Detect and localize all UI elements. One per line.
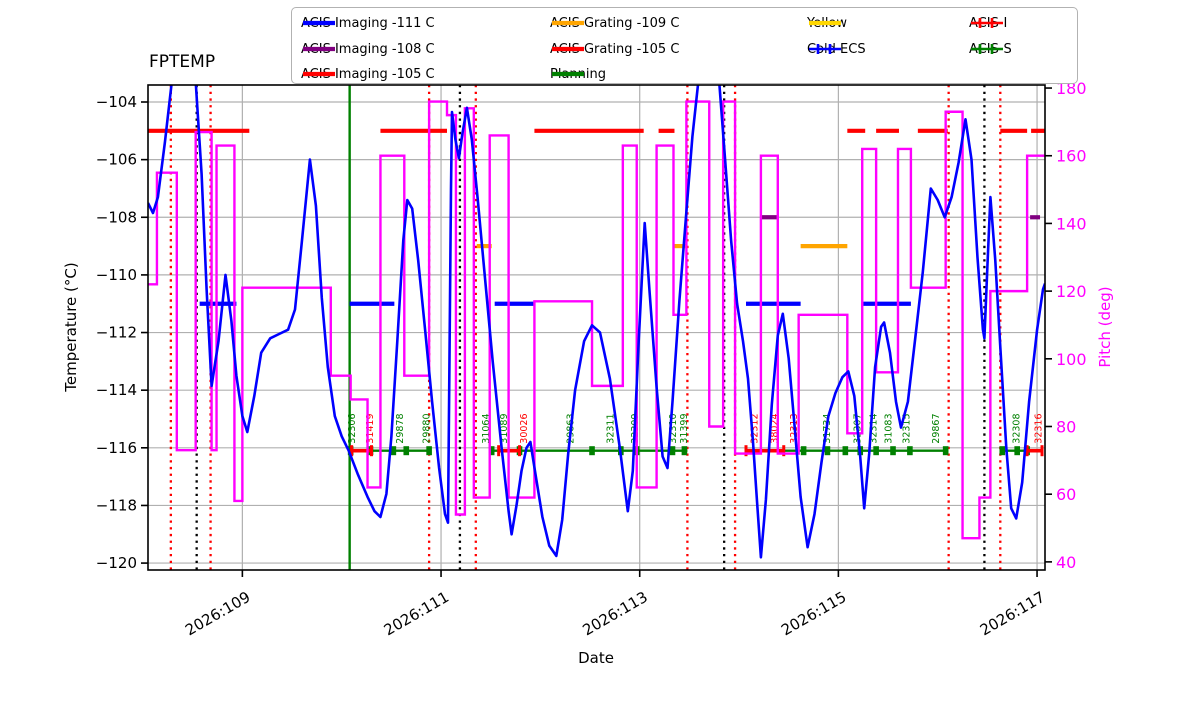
svg-text:−116: −116 xyxy=(96,439,137,457)
svg-text:−120: −120 xyxy=(96,554,137,572)
acis-s-marker xyxy=(681,446,688,456)
acis-s-marker xyxy=(907,446,913,456)
svg-text:160: 160 xyxy=(1056,147,1087,166)
acis-s-marker xyxy=(390,446,397,456)
acis-s-marker xyxy=(890,446,896,456)
legend-item-label: ACIS Grating -105 C xyxy=(550,42,680,57)
svg-text:2026:113: 2026:113 xyxy=(579,588,650,640)
acis-s-marker xyxy=(842,446,849,456)
acis-s-marker xyxy=(426,446,432,456)
legend-item-cold-ecs: Cold ECS xyxy=(807,41,866,59)
legend-item-yellow: Yellow xyxy=(807,15,847,33)
svg-text:−108: −108 xyxy=(96,208,137,226)
legend-line-sample xyxy=(971,44,1003,54)
obsid-label: 32316 xyxy=(1034,413,1045,443)
obsid-label: 31419 xyxy=(365,413,376,443)
legend-item-label: ACIS Imaging -105 C xyxy=(301,67,435,82)
legend-item-label: ACIS Imaging -111 C xyxy=(301,16,435,31)
legend-line-sample xyxy=(971,18,1003,28)
svg-text:−106: −106 xyxy=(96,151,137,169)
acis-s-marker xyxy=(589,446,595,456)
legend-item-acis-grating-105-c: ACIS Grating -105 C xyxy=(550,41,679,59)
obsid-label: 32308 xyxy=(1012,413,1023,443)
legend-line-sample xyxy=(303,20,335,26)
obsid-label: 32312 xyxy=(749,413,760,443)
acis-s-marker xyxy=(403,446,410,456)
legend-item-acis-imaging-111-c: ACIS Imaging -111 C xyxy=(301,15,435,33)
acis-s-marker xyxy=(824,446,831,456)
obsid-label: 32311 xyxy=(605,413,616,443)
svg-text:2026:115: 2026:115 xyxy=(778,588,849,640)
svg-text:80: 80 xyxy=(1056,417,1076,436)
legend-item-acis-grating-109-c: ACIS Grating -109 C xyxy=(550,15,679,33)
pitch-line xyxy=(148,100,1045,540)
acis-s-marker xyxy=(1014,446,1020,456)
svg-text:140: 140 xyxy=(1056,214,1087,233)
obsid-label: 29880 xyxy=(422,413,433,443)
obsid-label: 32306 xyxy=(347,413,358,443)
axes-frame xyxy=(147,84,1046,571)
legend-item-label: ACIS Imaging -108 C xyxy=(301,42,435,57)
legend-item-acis-s: ACIS-S xyxy=(969,41,1012,59)
svg-text:−104: −104 xyxy=(96,93,137,111)
svg-text:2026:109: 2026:109 xyxy=(182,588,253,640)
x-axis-label: Date xyxy=(578,649,614,667)
acis-s-marker xyxy=(999,446,1006,456)
obsid-label: 31064 xyxy=(481,413,492,443)
acis-s-marker xyxy=(669,446,676,456)
legend-item-acis-imaging-108-c: ACIS Imaging -108 C xyxy=(301,41,435,59)
acis-s-marker xyxy=(873,446,879,456)
svg-text:2026:117: 2026:117 xyxy=(977,588,1048,640)
obsid-label: 31399 xyxy=(679,413,690,443)
fptemp-line xyxy=(148,85,1045,559)
acis-s-marker xyxy=(942,446,949,456)
obsid-label: 29867 xyxy=(931,413,942,443)
obsid-label: 31089 xyxy=(499,413,510,443)
svg-text:2026:111: 2026:111 xyxy=(381,588,452,640)
svg-text:100: 100 xyxy=(1056,350,1087,369)
obsid-label: 31083 xyxy=(884,413,895,443)
acis-s-marker xyxy=(800,446,807,456)
svg-text:−118: −118 xyxy=(96,496,137,514)
obsid-label: 32315 xyxy=(901,413,912,443)
legend: ACIS Imaging -111 C ACIS Imaging -108 C AC… xyxy=(291,7,1078,84)
legend-line-sample xyxy=(552,46,584,52)
obsid-label: 29878 xyxy=(395,413,406,443)
obsid-label: 32310 xyxy=(668,413,679,443)
acis-s-marker xyxy=(488,446,495,456)
svg-text:−110: −110 xyxy=(96,266,137,284)
legend-line-sample xyxy=(552,20,584,26)
legend-item-acis-i: ACIS-I xyxy=(969,15,1007,33)
svg-text:−114: −114 xyxy=(96,381,137,399)
y-axis-label-left: Temperature (°C) xyxy=(62,262,80,392)
svg-text:−112: −112 xyxy=(96,324,137,342)
obsid-label: 38024 xyxy=(769,413,780,443)
legend-line-sample xyxy=(809,44,841,54)
legend-line-sample xyxy=(303,46,335,52)
svg-text:60: 60 xyxy=(1056,485,1076,504)
svg-text:40: 40 xyxy=(1056,553,1076,572)
plot-title: FPTEMP xyxy=(149,52,216,72)
obsid-label: 30026 xyxy=(519,413,530,443)
legend-line-sample xyxy=(809,20,841,26)
legend-item-label: ACIS Grating -109 C xyxy=(550,16,680,31)
svg-text:120: 120 xyxy=(1056,282,1087,301)
legend-line-sample xyxy=(552,71,584,77)
y-axis-label-right: Pitch (deg) xyxy=(1096,286,1114,368)
legend-item-acis-imaging-105-c: ACIS Imaging -105 C xyxy=(301,66,435,84)
legend-item-planning: Planning xyxy=(550,66,606,84)
legend-line-sample xyxy=(303,71,335,77)
obsid-label: 32314 xyxy=(869,413,880,443)
